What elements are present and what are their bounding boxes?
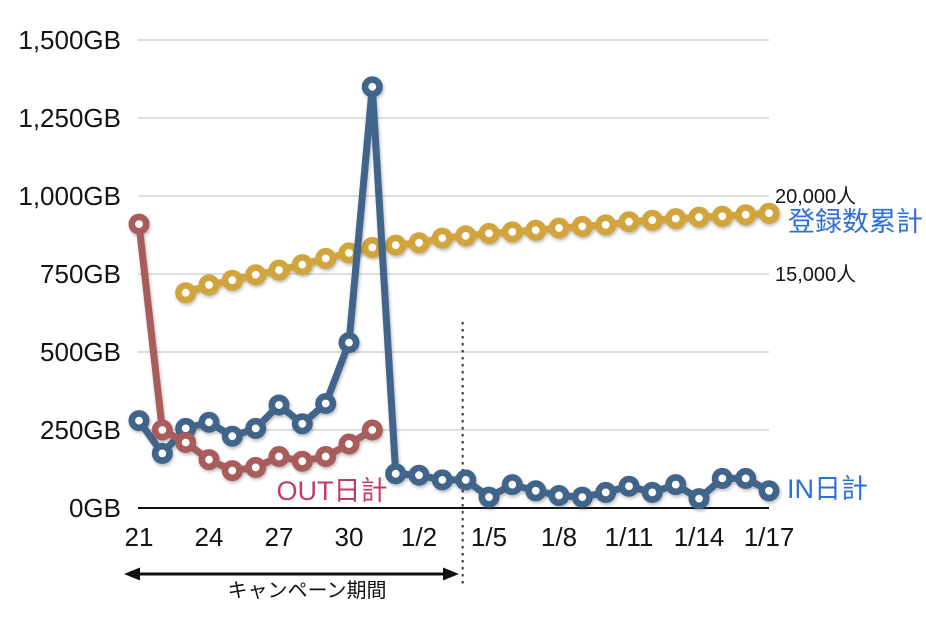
data-point-marker: [665, 208, 687, 230]
data-point-marker: [455, 469, 477, 491]
data-point-marker: [385, 234, 407, 256]
x-axis-tick-label: 1/5: [471, 522, 507, 552]
x-axis-tick-label: 1/8: [541, 522, 577, 552]
data-point-marker: [431, 227, 453, 249]
data-point-marker: [198, 449, 220, 471]
series-line: [135, 83, 773, 503]
data-point-marker: [735, 204, 757, 226]
data-point-marker: [151, 419, 173, 441]
x-axis-tick-label: 24: [195, 522, 224, 552]
data-point-marker: [618, 211, 640, 233]
data-point-marker: [268, 259, 290, 281]
data-point-marker: [361, 419, 383, 441]
y-axis-tick-label: 0GB: [69, 493, 121, 523]
y-axis-tick-label: 500GB: [40, 337, 121, 367]
data-point-marker: [408, 232, 430, 254]
y-axis-tick-label: 250GB: [40, 415, 121, 445]
series-name-label: IN日計: [787, 474, 868, 504]
data-point-marker: [711, 467, 733, 489]
data-point-marker: [665, 474, 687, 496]
data-point-marker: [338, 433, 360, 455]
data-point-marker: [315, 445, 337, 467]
x-axis-tick-label: 27: [265, 522, 294, 552]
data-point-marker: [711, 205, 733, 227]
data-point-marker: [245, 456, 267, 478]
data-point-marker: [291, 413, 313, 435]
data-point-marker: [221, 460, 243, 482]
x-axis-tick-label: 1/11: [605, 522, 654, 552]
data-point-marker: [758, 202, 780, 224]
x-axis-tick-label: 1/2: [401, 522, 437, 552]
data-point-marker: [221, 425, 243, 447]
data-point-marker: [385, 463, 407, 485]
data-point-marker: [291, 450, 313, 472]
data-point-marker: [455, 225, 477, 247]
data-point-marker: [688, 206, 710, 228]
data-point-marker: [431, 469, 453, 491]
right-axis-tick-label: 20,000人: [775, 185, 856, 208]
series-out-daily: [128, 213, 383, 482]
data-point-marker: [525, 219, 547, 241]
data-point-marker: [408, 464, 430, 486]
data-point-marker: [291, 254, 313, 276]
series-name-label: OUT日計: [277, 476, 388, 506]
data-point-marker: [618, 475, 640, 497]
data-point-marker: [128, 410, 150, 432]
series-name-label: 登録数累計: [788, 207, 923, 237]
data-point-marker: [478, 222, 500, 244]
data-point-marker: [735, 467, 757, 489]
data-point-marker: [221, 269, 243, 291]
data-point-marker: [758, 480, 780, 502]
data-point-marker: [688, 488, 710, 510]
data-point-marker: [245, 417, 267, 439]
data-point-marker: [198, 274, 220, 296]
data-point-marker: [595, 481, 617, 503]
data-point-marker: [361, 76, 383, 98]
data-point-marker: [478, 486, 500, 508]
data-point-marker: [501, 221, 523, 243]
right-axis-tick-label: 15,000人: [775, 263, 856, 286]
data-point-marker: [548, 217, 570, 239]
data-point-marker: [571, 215, 593, 237]
data-point-marker: [315, 247, 337, 269]
data-point-marker: [525, 480, 547, 502]
x-axis-tick-label: 1/17: [744, 522, 795, 552]
x-axis-tick-label: 1/14: [674, 522, 725, 552]
data-point-marker: [571, 486, 593, 508]
data-point-marker: [595, 214, 617, 236]
series-in-daily: [128, 76, 780, 510]
campaign-arrow: [124, 567, 459, 581]
x-axis-tick-label: 30: [335, 522, 364, 552]
y-axis-tick-label: 1,500GB: [18, 25, 121, 55]
series-registrations: [175, 202, 780, 304]
data-point-marker: [641, 481, 663, 503]
data-point-marker: [268, 394, 290, 416]
data-point-marker: [315, 392, 337, 414]
data-point-marker: [198, 411, 220, 433]
data-point-marker: [175, 282, 197, 304]
data-point-marker: [245, 264, 267, 286]
y-axis-tick-label: 750GB: [40, 259, 121, 289]
data-point-marker: [548, 484, 570, 506]
campaign-period-label: キャンペーン期間: [228, 580, 387, 602]
data-point-marker: [175, 431, 197, 453]
data-point-marker: [338, 332, 360, 354]
x-axis-tick-label: 21: [125, 522, 154, 552]
data-point-marker: [501, 474, 523, 496]
y-axis-tick-label: 1,000GB: [18, 181, 121, 211]
data-point-marker: [128, 213, 150, 235]
y-axis-tick-label: 1,250GB: [18, 103, 121, 133]
data-point-marker: [268, 445, 290, 467]
data-point-marker: [641, 209, 663, 231]
data-point-marker: [151, 442, 173, 464]
data-point-marker: [361, 237, 383, 259]
